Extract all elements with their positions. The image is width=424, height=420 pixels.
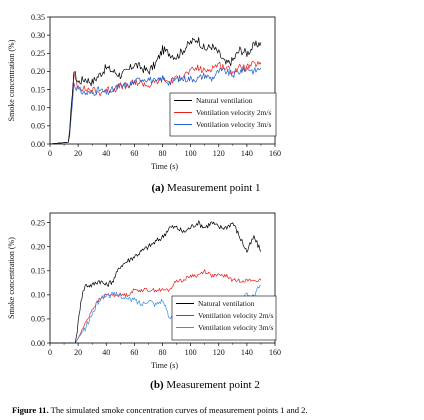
legend-label-a-1: Ventilation velocity 2m/s bbox=[196, 108, 271, 117]
subtitle-a-label: (a) bbox=[151, 182, 164, 194]
series-line-a-0 bbox=[49, 37, 262, 145]
y-axis-label-a: Smoke concentration (%) bbox=[7, 39, 16, 121]
x-tick-label-b: 60 bbox=[130, 348, 138, 357]
y-tick-label-b: 0.00 bbox=[31, 339, 45, 348]
x-tick-label-a: 40 bbox=[102, 149, 110, 158]
y-tick-label-b: 0.20 bbox=[31, 243, 45, 252]
x-tick-label-a: 80 bbox=[159, 149, 167, 158]
series-line-b-0 bbox=[50, 220, 262, 344]
y-tick-label-a: 0.15 bbox=[31, 85, 45, 94]
y-axis-label-b: Smoke concentration (%) bbox=[7, 237, 16, 319]
x-tick-label-b: 100 bbox=[185, 348, 197, 357]
y-tick-label-b: 0.10 bbox=[31, 291, 45, 300]
y-tick-label-a: 0.00 bbox=[31, 140, 45, 149]
y-tick-label-a: 0.35 bbox=[31, 13, 45, 22]
y-tick-label-a: 0.25 bbox=[31, 49, 45, 58]
caption-text: The simulated smoke concentration curves… bbox=[49, 405, 308, 415]
x-tick-label-b: 160 bbox=[269, 348, 281, 357]
series-line-a-2 bbox=[49, 66, 262, 145]
y-tick-label-a: 0.30 bbox=[31, 31, 45, 40]
subtitle-a-text: Measurement point 1 bbox=[164, 182, 260, 194]
series-line-b-1 bbox=[50, 269, 262, 344]
figure-caption: Figure 11. The simulated smoke concentra… bbox=[12, 405, 308, 415]
x-tick-label-a: 100 bbox=[185, 149, 197, 158]
x-tick-label-b: 0 bbox=[48, 348, 52, 357]
x-tick-label-a: 60 bbox=[130, 149, 138, 158]
subtitle-b-text: Measurement point 2 bbox=[164, 379, 260, 391]
y-tick-label-a: 0.10 bbox=[31, 104, 45, 113]
legend-label-a-2: Ventilation velocity 3m/s bbox=[196, 120, 271, 129]
y-tick-label-a: 0.05 bbox=[31, 122, 45, 131]
legend-label-a-0: Natural ventilation bbox=[196, 96, 253, 105]
x-tick-label-a: 120 bbox=[213, 149, 225, 158]
x-tick-label-b: 120 bbox=[213, 348, 225, 357]
subtitle-b-label: (b) bbox=[150, 379, 164, 391]
y-tick-label-b: 0.15 bbox=[31, 267, 45, 276]
x-tick-label-a: 160 bbox=[269, 149, 281, 158]
x-tick-label-a: 140 bbox=[241, 149, 253, 158]
x-tick-label-b: 140 bbox=[241, 348, 253, 357]
legend-label-b-0: Natural ventilation bbox=[198, 299, 255, 308]
x-tick-label-a: 0 bbox=[48, 149, 52, 158]
y-tick-label-b: 0.05 bbox=[31, 315, 45, 324]
subtitle-a: (a) Measurement point 1 bbox=[151, 182, 260, 194]
y-tick-label-a: 0.20 bbox=[31, 67, 45, 76]
x-axis-label-b: Time (s) bbox=[151, 361, 178, 370]
x-axis-label-a: Time (s) bbox=[151, 162, 178, 171]
chart-panel-b: 0 20 40 60 80 100 120 140 160 0.00 0.05 0.10 0.15 0.2… bbox=[7, 212, 281, 370]
x-tick-label-b: 40 bbox=[102, 348, 110, 357]
subtitle-b: (b) Measurement point 2 bbox=[150, 379, 260, 391]
legend-label-b-2: Ventilation velocity 3m/s bbox=[198, 323, 273, 332]
x-tick-label-a: 20 bbox=[74, 149, 82, 158]
x-tick-label-b: 80 bbox=[159, 348, 167, 357]
x-tick-label-b: 20 bbox=[74, 348, 82, 357]
chart-panel-a: 0 20 40 60 80 100 120 140 160 0.00 0.05 0.10 0.15 0.2… bbox=[7, 13, 281, 171]
legend-label-b-1: Ventilation velocity 2m/s bbox=[198, 311, 273, 320]
caption-label: Figure 11. bbox=[12, 405, 49, 415]
y-tick-label-b: 0.25 bbox=[31, 218, 45, 227]
